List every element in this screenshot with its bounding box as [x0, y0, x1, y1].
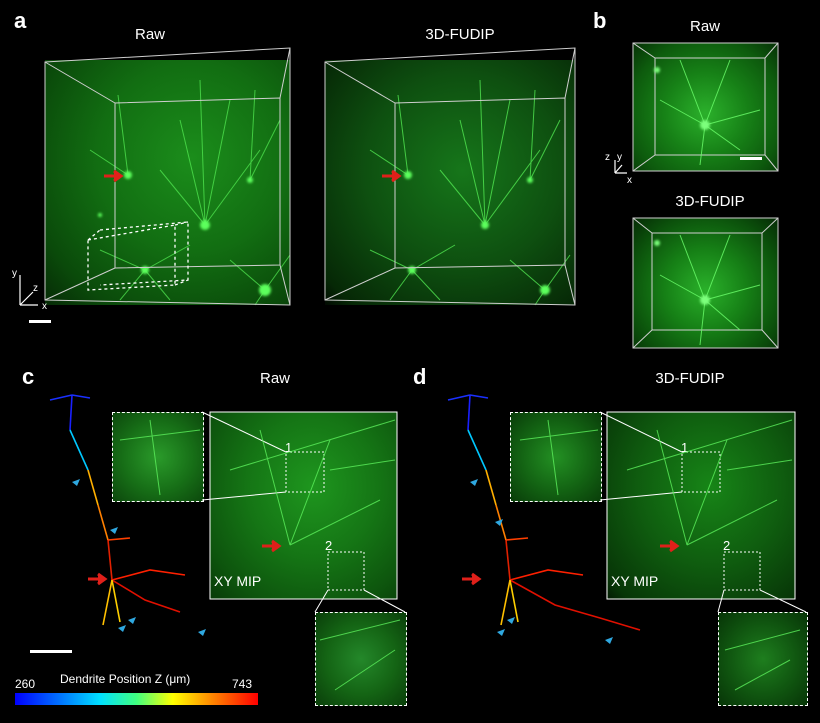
panel-a-fudip-red-arrow — [382, 169, 402, 183]
panel-a-raw-somata — [98, 171, 271, 296]
panel-d-mip-red-arrow — [660, 539, 680, 553]
panel-letter-c: c — [22, 364, 35, 389]
panel-b-axis-arrows — [614, 160, 627, 174]
panel-c-xy-mip — [210, 412, 397, 599]
panel-a-fudip-neurites — [369, 79, 571, 306]
panel-d-roi-1-label: 1 — [681, 440, 689, 455]
panel-b-axis-y: y — [617, 152, 622, 163]
panel-a-fudip-box — [324, 47, 576, 306]
panel-b-fudip-volume — [633, 218, 778, 348]
panel-c-title: Raw — [259, 370, 290, 387]
panel-c-red-arrow — [88, 572, 108, 586]
depth-colorbar — [15, 693, 258, 705]
panel-b-raw-volume — [633, 43, 778, 171]
panel-c-xy-mip-label: XY MIP — [214, 573, 262, 589]
panel-a-fudip-title: 3D-FUDIP — [425, 26, 495, 43]
colorbar-min: 260 — [15, 677, 36, 691]
panel-b-axis-z: z — [605, 152, 610, 163]
panel-d-red-arrow — [462, 572, 482, 586]
panel-c-scale-bar — [30, 650, 72, 653]
panel-d-inset-2 — [718, 612, 808, 706]
panel-d-title: 3D-FUDIP — [655, 370, 725, 387]
panel-c-roi-1-label: 1 — [285, 440, 293, 455]
panel-c-inset-2 — [315, 612, 407, 706]
panel-d-xy-mip — [607, 412, 795, 599]
panel-a-roi-box — [87, 221, 189, 291]
panel-a-raw-box — [44, 47, 291, 306]
panel-d-dendrite-trace — [447, 394, 641, 631]
panel-d-mip-frame — [599, 411, 807, 613]
panel-c-mip-red-arrow — [262, 539, 282, 553]
panel-d-cyan-markers — [470, 479, 613, 644]
panel-b-raw-title: Raw — [689, 18, 720, 35]
panel-d-roi-2-label: 2 — [723, 538, 731, 553]
panel-c-roi-2-label: 2 — [325, 538, 333, 553]
panel-a-axis-y: y — [12, 268, 17, 279]
panel-d-xy-mip-label: XY MIP — [611, 573, 659, 589]
panel-a-axis-x: x — [42, 301, 47, 312]
panel-b-fudip-title: 3D-FUDIP — [675, 193, 745, 210]
panel-a-raw-neurites — [89, 79, 291, 306]
panel-d-inset-1 — [510, 412, 602, 502]
panel-letter-d: d — [413, 364, 427, 389]
panel-b-scale-bar — [740, 157, 762, 160]
mip-neurites — [119, 419, 801, 691]
panel-c-inset-1 — [112, 412, 204, 502]
panel-a-scale-bar — [29, 320, 51, 323]
colorbar-max: 743 — [232, 677, 253, 691]
panel-a-fudip-somata — [404, 171, 550, 295]
panel-b-boxes — [632, 42, 779, 349]
panel-a-axis-z: z — [33, 283, 38, 294]
panel-b-axis-x: x — [627, 175, 632, 186]
panel-c-dendrite-trace — [49, 394, 186, 626]
panel-a-axis-arrows — [19, 275, 38, 306]
panel-letter-b: b — [593, 8, 607, 33]
panel-b-neurites — [659, 59, 761, 346]
panel-letter-a: a — [14, 8, 27, 33]
colorbar-label: Dendrite Position Z (μm) — [60, 672, 191, 686]
panel-a-raw-title: Raw — [134, 26, 165, 43]
panel-c-cyan-markers — [72, 479, 206, 636]
panel-b-somata — [654, 67, 710, 305]
panel-c-mip-frame — [201, 411, 406, 613]
panel-a-raw-red-arrow — [104, 169, 124, 183]
